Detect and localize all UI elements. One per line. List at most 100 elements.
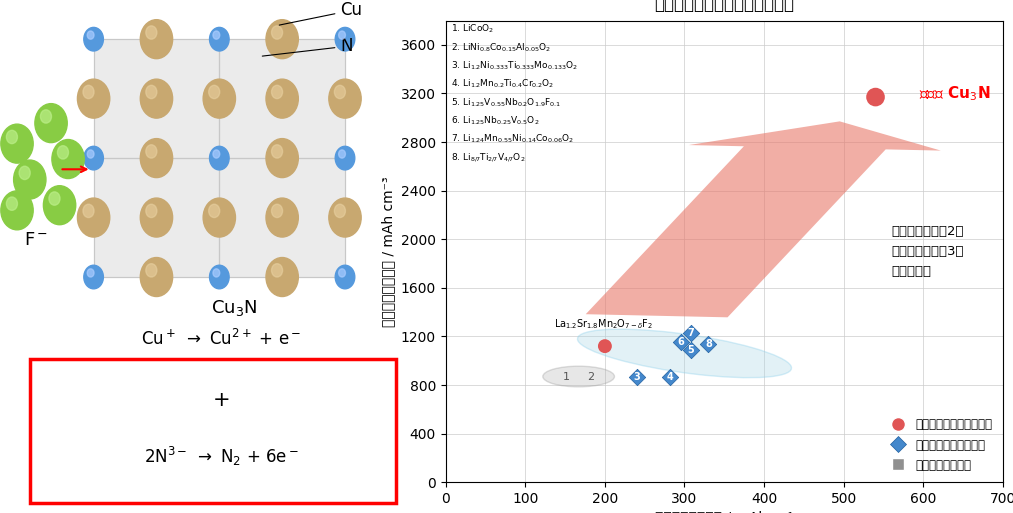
Legend: 全固体フッ化物イオン型, 先進リチウムイオン型, リチウムイオン型: 全固体フッ化物イオン型, 先進リチウムイオン型, リチウムイオン型 [881, 413, 997, 476]
Text: 2N$^{3-}$ $\rightarrow$ N$_2$ + 6e$^-$: 2N$^{3-}$ $\rightarrow$ N$_2$ + 6e$^-$ [144, 445, 299, 468]
Circle shape [83, 85, 94, 98]
Y-axis label: 体積あたりの容量 / mAh cm⁻³: 体積あたりの容量 / mAh cm⁻³ [381, 176, 395, 327]
Text: N: N [262, 37, 353, 56]
Text: +: + [213, 390, 230, 410]
Circle shape [140, 258, 172, 297]
Circle shape [266, 198, 298, 237]
Circle shape [334, 85, 345, 98]
Circle shape [87, 31, 94, 39]
Circle shape [87, 269, 94, 277]
Circle shape [335, 265, 355, 289]
Circle shape [204, 79, 235, 118]
Text: 1. LiCoO$_2$
2. LiNi$_{0.8}$Co$_{0.15}$Al$_{0.05}$O$_2$
3. Li$_{1.2}$Ni$_{0.333}: 1. LiCoO$_2$ 2. LiNi$_{0.8}$Co$_{0.15}$A… [452, 23, 578, 164]
Circle shape [334, 204, 345, 218]
Circle shape [271, 264, 283, 277]
Circle shape [19, 166, 30, 180]
Text: 7: 7 [688, 328, 694, 338]
Text: La$_{1.2}$Sr$_{1.8}$Mn$_2$O$_{7-\delta}$F$_2$: La$_{1.2}$Sr$_{1.8}$Mn$_2$O$_{7-\delta}$… [554, 317, 653, 331]
Text: Cu$_3$N: Cu$_3$N [211, 298, 257, 318]
Text: 3: 3 [633, 371, 640, 382]
FancyBboxPatch shape [29, 359, 396, 503]
Point [700, 340, 716, 348]
Circle shape [210, 265, 229, 289]
Polygon shape [93, 39, 219, 158]
Circle shape [146, 26, 157, 39]
Ellipse shape [577, 329, 791, 378]
Circle shape [204, 198, 235, 237]
Point [867, 93, 883, 101]
FancyArrow shape [586, 122, 941, 318]
Circle shape [146, 145, 157, 158]
Circle shape [271, 145, 283, 158]
Circle shape [271, 85, 283, 98]
Text: 8: 8 [705, 339, 712, 349]
Circle shape [13, 160, 46, 199]
Circle shape [77, 198, 109, 237]
Circle shape [34, 104, 67, 143]
Circle shape [146, 204, 157, 218]
Circle shape [84, 265, 103, 289]
Polygon shape [219, 39, 345, 158]
Circle shape [140, 79, 172, 118]
Circle shape [329, 198, 362, 237]
Circle shape [140, 19, 172, 58]
Point [683, 329, 699, 337]
Text: Cu$^+$ $\rightarrow$ Cu$^{2+}$ + e$^-$: Cu$^+$ $\rightarrow$ Cu$^{2+}$ + e$^-$ [141, 328, 302, 349]
Text: 1: 1 [563, 371, 570, 382]
Text: F$^-$: F$^-$ [24, 231, 49, 249]
X-axis label: 重量あたりの容量 / mAh g⁻¹: 重量あたりの容量 / mAh g⁻¹ [655, 511, 793, 513]
Circle shape [77, 79, 109, 118]
Circle shape [84, 146, 103, 170]
Circle shape [58, 146, 69, 159]
Circle shape [83, 204, 94, 218]
Circle shape [266, 258, 298, 297]
Point [597, 342, 613, 350]
Circle shape [49, 192, 60, 205]
Circle shape [335, 146, 355, 170]
Circle shape [6, 197, 17, 210]
Circle shape [266, 19, 298, 58]
Ellipse shape [543, 366, 615, 387]
Circle shape [335, 27, 355, 51]
Point [673, 338, 689, 346]
Point [663, 372, 679, 381]
Text: 本研究 Cu$_3$N: 本研究 Cu$_3$N [920, 84, 991, 103]
Circle shape [84, 27, 103, 51]
Circle shape [338, 31, 345, 39]
Circle shape [271, 204, 283, 218]
Polygon shape [219, 158, 345, 277]
Circle shape [213, 269, 220, 277]
Circle shape [1, 124, 33, 163]
Text: Cu: Cu [280, 2, 363, 25]
Point [629, 372, 645, 381]
Circle shape [213, 150, 220, 158]
Circle shape [338, 269, 345, 277]
Text: 重量あたりで約2倍
体積あたりで約3倍
の容量向上: 重量あたりで約2倍 体積あたりで約3倍 の容量向上 [891, 225, 964, 278]
Circle shape [329, 79, 362, 118]
Point [683, 346, 699, 354]
Circle shape [41, 110, 52, 123]
Text: 2: 2 [587, 371, 595, 382]
Text: 6: 6 [677, 337, 684, 347]
Circle shape [266, 139, 298, 177]
Title: 二次電池正極の種類と性能比較: 二次電池正極の種類と性能比較 [654, 0, 794, 13]
Polygon shape [93, 158, 219, 277]
Circle shape [213, 31, 220, 39]
Text: 4: 4 [667, 371, 674, 382]
Circle shape [266, 79, 298, 118]
Circle shape [146, 85, 157, 98]
Circle shape [209, 85, 220, 98]
Circle shape [338, 150, 345, 158]
Circle shape [6, 130, 17, 144]
Circle shape [140, 198, 172, 237]
Circle shape [209, 204, 220, 218]
Circle shape [146, 264, 157, 277]
Circle shape [271, 26, 283, 39]
Text: 5: 5 [688, 345, 694, 356]
Circle shape [210, 146, 229, 170]
Circle shape [1, 191, 33, 230]
Circle shape [140, 139, 172, 177]
Circle shape [87, 150, 94, 158]
Circle shape [210, 27, 229, 51]
Circle shape [44, 186, 76, 225]
